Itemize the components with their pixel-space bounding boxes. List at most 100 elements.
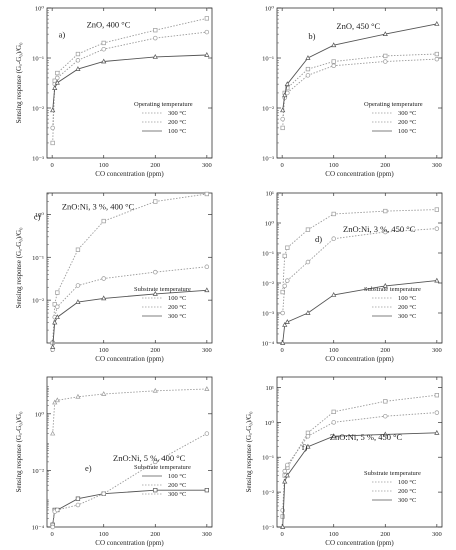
- x-tick-label: 0: [281, 531, 284, 538]
- legend-entry: 300 °C: [398, 497, 416, 504]
- data-point: [75, 51, 81, 57]
- data-point: [285, 245, 290, 250]
- data-point: [383, 208, 388, 214]
- data-point: [152, 54, 158, 59]
- plot-frame: [276, 192, 443, 344]
- data-point: [434, 51, 439, 57]
- x-tick-label: 200: [150, 162, 160, 169]
- panel-title: ZnO:Ni, 3 %, 450 °C: [343, 224, 416, 234]
- y-tick-label: 10⁻²: [32, 106, 44, 113]
- y-tick-label: 10⁻¹: [32, 255, 44, 262]
- legend-entry: 200 °C: [168, 482, 186, 489]
- data-point: [153, 488, 158, 493]
- series-line-1: [282, 209, 437, 293]
- data-point: [284, 81, 290, 86]
- plot-frame: [276, 7, 443, 159]
- legend-entry: 100 °C: [168, 473, 186, 480]
- legend-title: Operating temperature: [134, 101, 193, 108]
- data-point: [55, 507, 60, 513]
- data-point: [383, 399, 388, 404]
- data-point: [54, 79, 60, 85]
- y-tick-label: 10⁰: [265, 420, 275, 427]
- y-tick-label: 10⁻⁴: [32, 525, 45, 532]
- data-point: [54, 397, 60, 403]
- data-point: [382, 431, 388, 437]
- y-tick-label: 10⁰: [35, 212, 45, 219]
- data-point: [55, 70, 60, 76]
- data-point: [285, 85, 290, 91]
- data-point: [282, 468, 287, 474]
- data-point: [434, 429, 440, 435]
- data-point: [305, 259, 311, 265]
- data-point: [282, 322, 288, 327]
- data-point: [284, 319, 290, 324]
- data-point: [434, 207, 439, 212]
- legend-title: Operating temperature: [364, 101, 423, 108]
- data-point: [153, 269, 158, 275]
- data-point: [284, 472, 290, 478]
- y-tick-label: 10⁰: [35, 6, 45, 13]
- data-point: [434, 393, 439, 398]
- data-point: [101, 276, 106, 281]
- data-point: [305, 310, 311, 315]
- legend-entry: 300 °C: [398, 110, 416, 117]
- x-tick-label: 0: [281, 162, 284, 169]
- data-point: [75, 58, 81, 63]
- data-point: [305, 443, 311, 449]
- data-point: [280, 107, 286, 113]
- data-point: [434, 410, 440, 415]
- data-point: [204, 264, 210, 270]
- x-axis-label: CO concentration (ppm): [95, 355, 164, 363]
- data-point: [282, 283, 287, 289]
- data-point: [101, 491, 106, 496]
- y-tick-label: 10⁻¹: [262, 56, 274, 63]
- data-point: [204, 16, 209, 21]
- data-point: [280, 116, 285, 122]
- panel-title: ZnO:Ni, 5 %, 450 °C: [330, 432, 403, 442]
- chart-panel-1: 0 100 200 300 10⁻³ 10⁻² 10⁻¹ 10⁰ a) ZnO, 400 °C Op…: [15, 6, 213, 178]
- data-point: [153, 28, 158, 33]
- panel-label: f): [302, 442, 308, 452]
- chart-panel-4: 0 100 200 300 10⁻⁴ 10⁻³ 10⁻² 10⁻¹ 10⁰ 10¹ d) ZnO:Ni…: [262, 191, 443, 363]
- chart-panel-5: 0 100 200 300 10⁻⁴ 10⁻² 10⁰ e) ZnO:Ni, 5 %, 400 …: [15, 376, 213, 547]
- legend-entry: 200 °C: [398, 119, 416, 126]
- y-tick-label: 10⁻¹: [32, 56, 44, 63]
- x-tick-label: 200: [380, 162, 390, 169]
- data-point: [204, 488, 209, 493]
- x-axis-label: CO concentration (ppm): [95, 539, 164, 547]
- legend-entry: 200 °C: [168, 304, 186, 311]
- data-point: [331, 59, 336, 64]
- panel-title: ZnO, 400 °C: [87, 20, 131, 30]
- data-point: [204, 29, 210, 35]
- y-axis-label: Sensing response (Gₐ-G₀)/G₀: [245, 411, 253, 493]
- data-point: [55, 304, 60, 310]
- data-point: [50, 430, 56, 436]
- x-tick-label: 300: [202, 531, 212, 538]
- data-point: [383, 413, 388, 419]
- y-tick-label: 10⁻⁴: [262, 341, 275, 348]
- x-tick-label: 100: [329, 162, 339, 169]
- data-point: [331, 42, 337, 48]
- x-tick-label: 0: [51, 162, 54, 169]
- data-point: [331, 63, 336, 68]
- series-line-2: [282, 412, 437, 511]
- data-point: [101, 218, 106, 224]
- data-point: [75, 283, 81, 288]
- data-point: [204, 287, 210, 293]
- legend-title: Substrate temperature: [134, 286, 191, 293]
- data-point: [52, 302, 57, 307]
- panel-title: ZnO:Ni, 3 %, 400 °C: [62, 202, 135, 212]
- x-axis-label: CO concentration (ppm): [325, 355, 394, 363]
- y-tick-label: 10⁻²: [262, 490, 274, 497]
- panel-title: ZnO:Ni, 5 %, 400 °C: [113, 453, 186, 463]
- data-point: [331, 409, 336, 414]
- data-point: [280, 125, 285, 131]
- x-tick-label: 200: [380, 347, 390, 354]
- data-point: [382, 31, 388, 36]
- plot-frame: [46, 192, 213, 344]
- data-point: [204, 431, 210, 436]
- y-axis-label: Sensing response (Gₐ-G₀)/G₀: [15, 411, 23, 493]
- plot-frame: [46, 7, 213, 159]
- data-point: [55, 75, 60, 81]
- x-axis-label: CO concentration (ppm): [325, 539, 394, 547]
